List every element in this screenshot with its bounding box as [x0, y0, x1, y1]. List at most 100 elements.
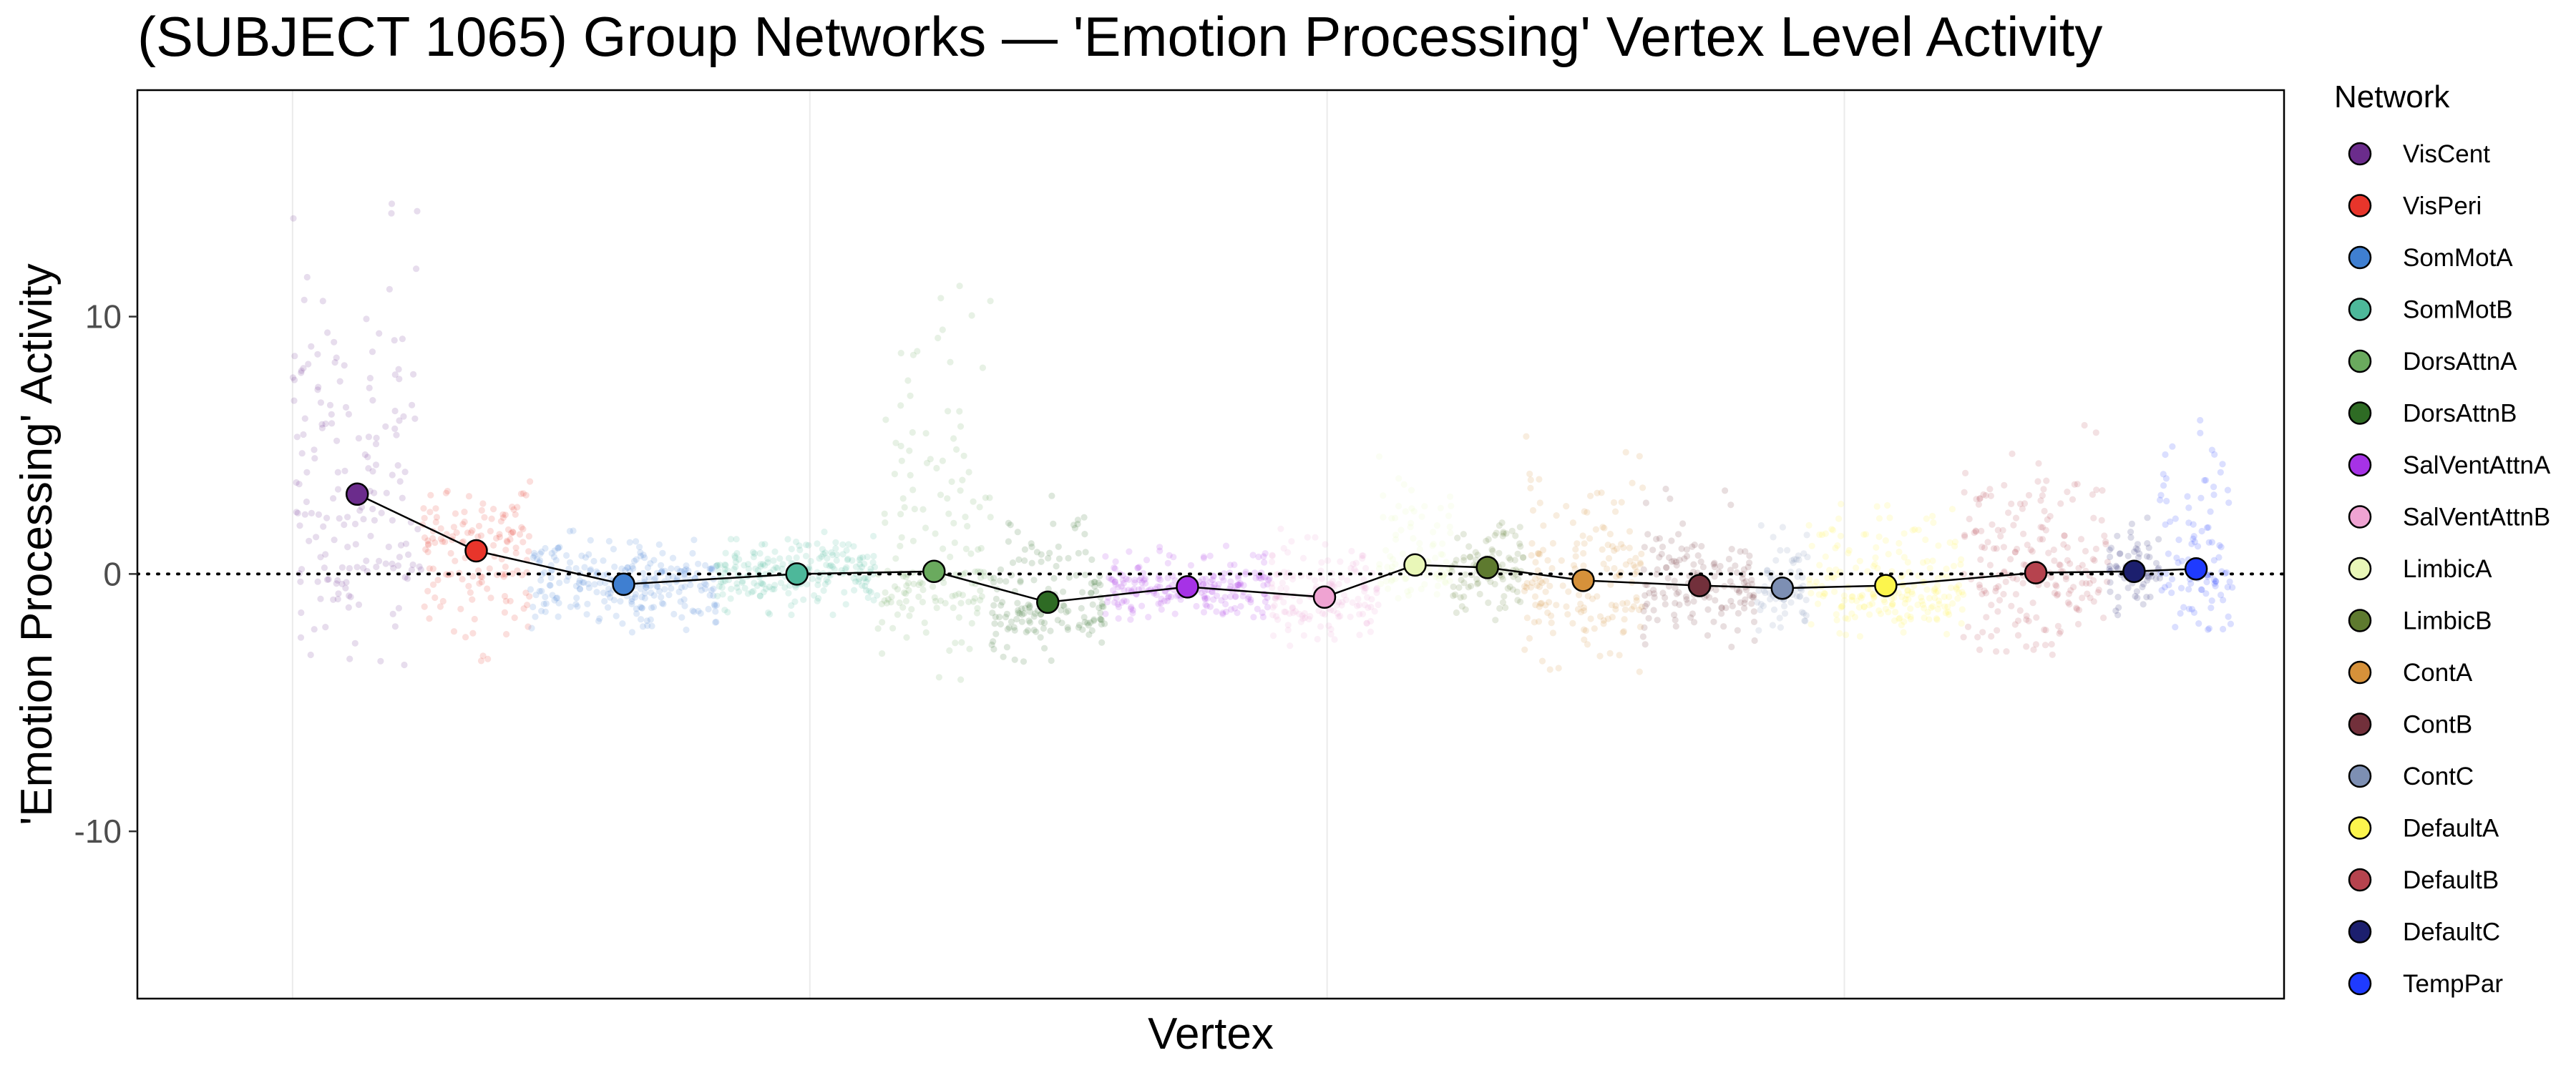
data-point [509, 529, 517, 536]
data-point [1487, 578, 1494, 586]
data-point [1047, 627, 1054, 635]
data-point [1405, 592, 1413, 599]
data-point [996, 577, 1003, 584]
data-point [820, 587, 827, 594]
data-point [1445, 512, 1453, 519]
data-point [2001, 481, 2008, 489]
data-point [572, 582, 580, 589]
data-point [796, 542, 803, 549]
data-point [816, 555, 823, 562]
data-point [294, 509, 301, 517]
data-point [1038, 558, 1045, 565]
data-point [977, 544, 985, 552]
data-point [1572, 553, 1579, 560]
data-point [1955, 589, 1963, 597]
data-point [644, 564, 652, 572]
data-point [371, 516, 379, 524]
data-point [2075, 607, 2083, 614]
data-point [1828, 526, 1835, 533]
data-point [330, 495, 337, 502]
data-point [1684, 599, 1692, 607]
data-point [1863, 531, 1870, 538]
data-point [1400, 481, 1407, 488]
data-point [821, 528, 828, 536]
data-point [1621, 616, 1628, 623]
data-point [1392, 514, 1399, 521]
data-point [1794, 573, 1801, 580]
data-point [647, 616, 654, 623]
data-point [1360, 552, 1367, 559]
data-point [2162, 570, 2170, 577]
data-point [891, 583, 899, 590]
data-point [1534, 550, 1541, 557]
data-point [372, 461, 380, 469]
data-point [346, 564, 353, 572]
data-point [1923, 515, 1930, 522]
data-point [378, 509, 385, 516]
data-point [605, 538, 613, 545]
data-point [932, 530, 939, 537]
data-point [647, 582, 654, 589]
data-point [1976, 495, 1984, 502]
data-point [1803, 531, 1810, 539]
data-point [2069, 496, 2077, 503]
data-point [859, 582, 866, 589]
data-point [1454, 534, 1461, 542]
data-point [1111, 578, 1118, 586]
data-point [577, 586, 584, 593]
data-point [1873, 544, 1880, 552]
data-point [1549, 539, 1556, 547]
data-point [1218, 597, 1225, 604]
data-point [301, 415, 308, 422]
data-point [618, 565, 625, 572]
data-point [541, 569, 548, 576]
data-point [365, 433, 372, 441]
data-point [658, 562, 665, 569]
data-point [909, 486, 917, 494]
data-point [2095, 587, 2102, 594]
data-point [2155, 536, 2162, 543]
data-point [1330, 583, 1338, 591]
data-point [1834, 542, 1841, 549]
data-point [1404, 588, 1411, 595]
data-point [1943, 573, 1951, 580]
data-point [1745, 564, 1752, 571]
data-point [1349, 599, 1356, 607]
data-point [1499, 561, 1506, 569]
data-point [678, 584, 686, 591]
data-point [956, 408, 963, 415]
data-point [960, 571, 967, 578]
data-point [475, 567, 482, 574]
data-point [331, 359, 338, 366]
data-point [1220, 577, 1227, 584]
data-point [1055, 555, 1063, 562]
legend-key [2348, 453, 2372, 477]
data-point [542, 608, 549, 615]
data-point [1222, 600, 1229, 608]
data-point [714, 592, 721, 599]
data-point [582, 554, 590, 561]
data-point [1261, 559, 1268, 566]
data-point [673, 565, 681, 572]
data-point [683, 562, 690, 569]
data-point [2162, 521, 2169, 529]
data-point [1392, 536, 1400, 543]
data-point [2009, 450, 2016, 458]
data-point [1131, 579, 1138, 587]
data-point [610, 597, 618, 604]
data-point [1584, 641, 1591, 648]
data-point [957, 676, 965, 683]
data-point [771, 548, 779, 555]
mean-marker-sommota [612, 572, 635, 597]
data-point [897, 542, 904, 550]
data-point [1548, 564, 1556, 572]
data-point [906, 447, 913, 454]
data-point [827, 562, 835, 569]
data-point [698, 587, 706, 594]
data-point [945, 408, 952, 415]
data-point [754, 567, 761, 574]
data-point [1621, 606, 1629, 613]
data-point [1264, 604, 1271, 611]
data-point [1599, 546, 1606, 553]
data-point [1244, 595, 1252, 602]
